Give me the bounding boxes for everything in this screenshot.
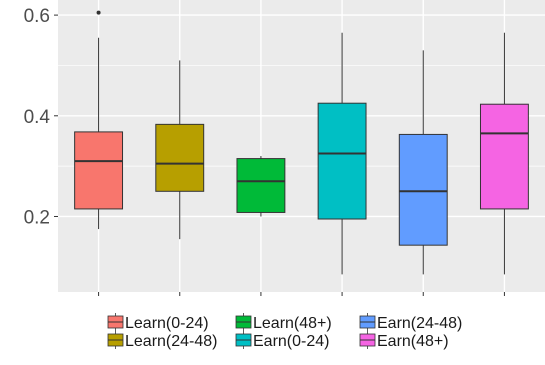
box-iqr <box>74 131 124 210</box>
boxes <box>74 10 529 275</box>
axes: 0.2 0.4 0.6 <box>24 6 505 296</box>
legend-item-Learn(48+): Learn(48+) <box>235 313 332 332</box>
box-iqr <box>236 158 286 213</box>
legend-item-Earn(24-48): Earn(24-48) <box>359 313 462 332</box>
y-tick-label: 0.6 <box>24 6 50 27</box>
legend-label: Earn(48+) <box>377 333 449 350</box>
legend-label: Learn(0-24) <box>125 315 209 332</box>
box-iqr <box>155 123 205 192</box>
box-Earn(24-48) <box>398 50 448 275</box>
legend-item-Earn(48+): Earn(48+) <box>359 331 449 350</box>
box-Learn(0-24) <box>74 10 124 230</box>
box-iqr <box>479 103 529 210</box>
box-Earn(0-24) <box>317 32 367 275</box>
legend-item-Learn(0-24): Learn(0-24) <box>107 313 209 332</box>
legend-label: Learn(48+) <box>253 315 332 332</box>
box-Learn(48+) <box>236 156 286 217</box>
legend: Learn(0-24) Learn(48+) Earn(24-48) Learn(24… <box>107 313 462 350</box>
outlier-point <box>96 10 101 15</box>
legend-label: Earn(24-48) <box>377 315 462 332</box>
box-Earn(48+) <box>479 32 529 275</box>
box-Learn(24-48) <box>155 60 205 240</box>
y-tick-label: 0.2 <box>24 207 50 228</box>
plot-panel-background <box>58 0 545 292</box>
box-iqr <box>398 133 448 246</box>
legend-label: Earn(0-24) <box>253 333 329 350</box>
legend-item-Earn(0-24): Earn(0-24) <box>235 331 329 350</box>
legend-label: Learn(24-48) <box>125 333 218 350</box>
legend-item-Learn(24-48): Learn(24-48) <box>107 331 218 350</box>
y-tick-label: 0.4 <box>24 107 51 128</box>
box-iqr <box>317 102 367 220</box>
